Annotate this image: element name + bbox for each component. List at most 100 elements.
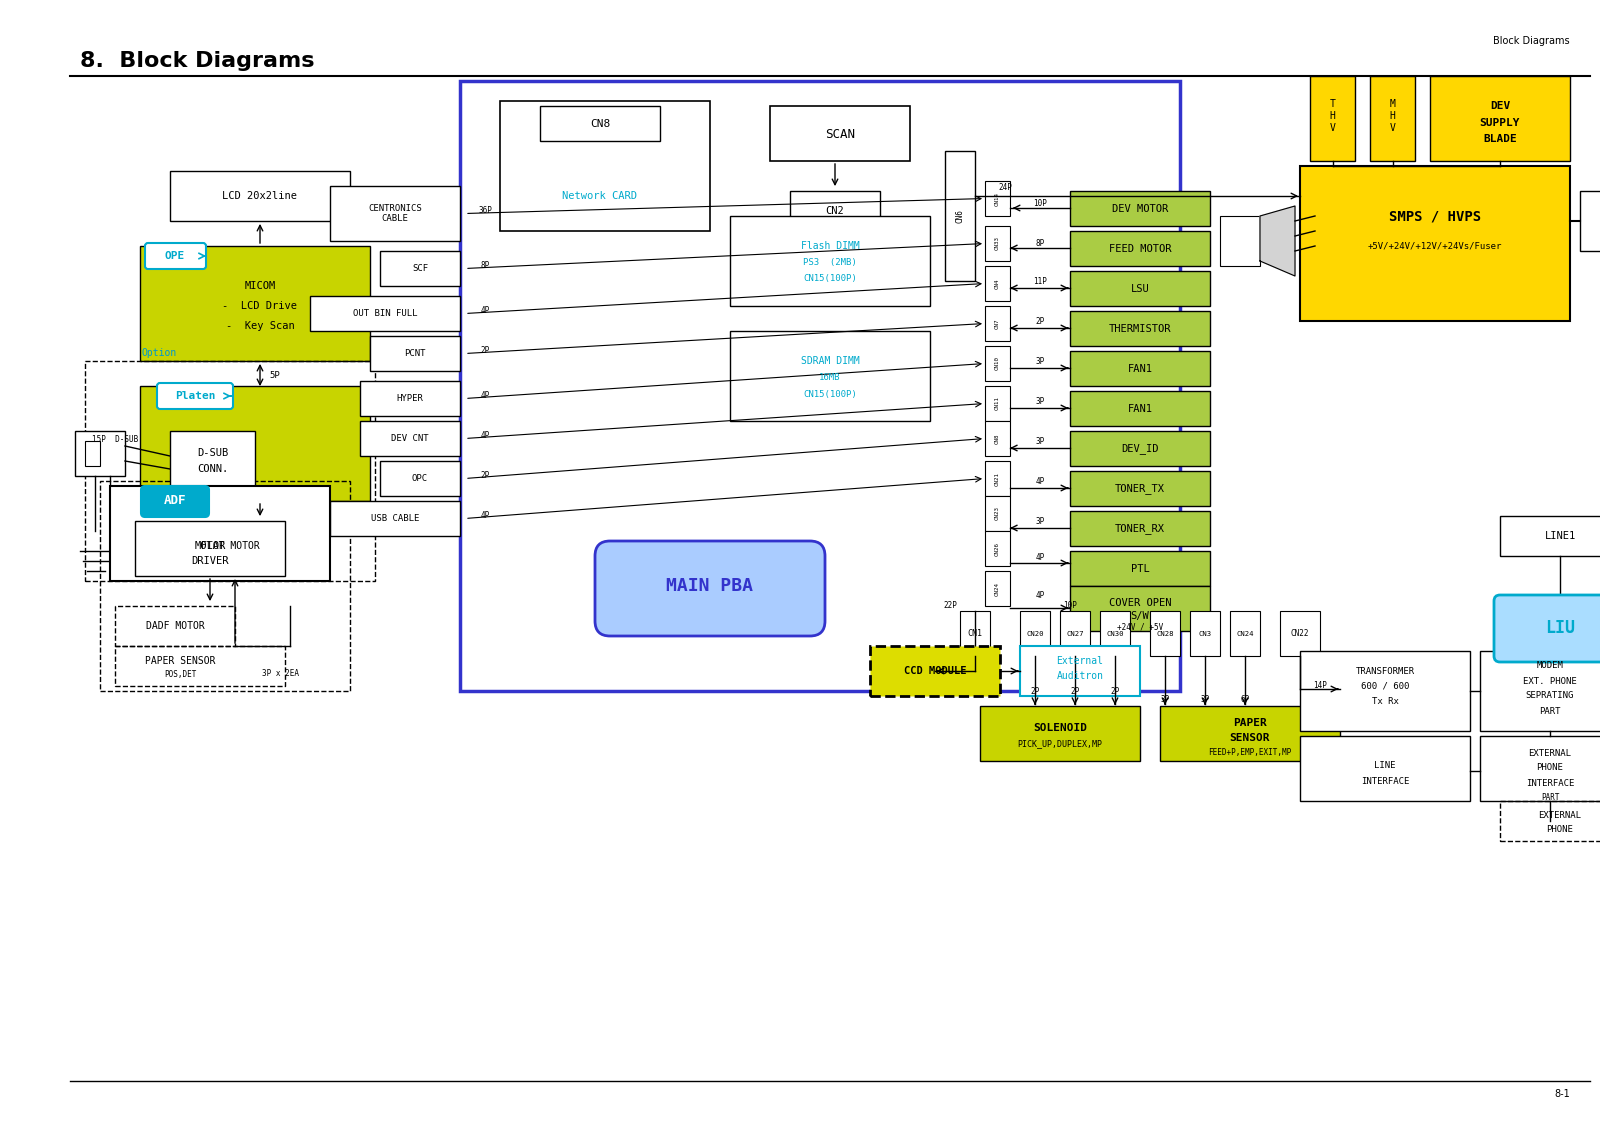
Text: 4P: 4P <box>1035 553 1045 562</box>
Text: TRANSFORMER: TRANSFORMER <box>1355 666 1414 675</box>
Text: CN33: CN33 <box>995 236 1000 250</box>
Bar <box>1059 611 1090 656</box>
Text: FLAT MOTOR: FLAT MOTOR <box>200 541 259 551</box>
Bar <box>160 521 301 571</box>
Text: 3P: 3P <box>1035 356 1045 365</box>
Text: EXTERNAL: EXTERNAL <box>1539 812 1581 820</box>
Text: SDRAM DIMM: SDRAM DIMM <box>800 356 859 366</box>
Bar <box>790 191 880 231</box>
Text: CONN.: CONN. <box>197 464 229 474</box>
Text: MAIN PBA: MAIN PBA <box>667 577 754 595</box>
Text: PTL: PTL <box>1131 563 1149 573</box>
Text: FAN1: FAN1 <box>1128 363 1152 373</box>
Text: CN20: CN20 <box>1026 630 1043 637</box>
Text: INTERFACE: INTERFACE <box>1526 778 1574 787</box>
Bar <box>115 646 285 687</box>
Bar <box>1370 76 1414 161</box>
Text: LINE1: LINE1 <box>1544 530 1576 541</box>
Text: T
H
V: T H V <box>1330 100 1336 132</box>
Text: D-SUB: D-SUB <box>197 448 229 458</box>
Bar <box>986 181 1010 216</box>
Text: USB CABLE: USB CABLE <box>371 513 419 523</box>
Text: 24P: 24P <box>998 183 1011 192</box>
Bar <box>1070 191 1210 226</box>
Bar <box>960 611 990 656</box>
Text: COVER OPEN: COVER OPEN <box>1109 598 1171 608</box>
Text: CN15(100P): CN15(100P) <box>803 389 858 398</box>
Text: HYPER: HYPER <box>397 394 424 403</box>
Text: 8.  Block Diagrams: 8. Block Diagrams <box>80 51 315 71</box>
Text: 10P: 10P <box>1034 199 1046 207</box>
Text: 15P  D-SUB: 15P D-SUB <box>91 434 138 443</box>
Text: DRIVER: DRIVER <box>192 556 229 566</box>
Bar <box>986 346 1010 381</box>
Text: OPE: OPE <box>165 251 186 261</box>
Bar <box>1070 231 1210 266</box>
Text: Flash DIMM: Flash DIMM <box>800 241 859 251</box>
Text: +24V / +5V: +24V / +5V <box>1117 622 1163 631</box>
Text: 6P: 6P <box>1240 694 1250 703</box>
Text: 5P: 5P <box>270 371 280 380</box>
Text: CN30: CN30 <box>1106 630 1123 637</box>
Bar <box>1070 311 1210 346</box>
Text: CN28: CN28 <box>1157 630 1174 637</box>
Bar <box>1070 470 1210 506</box>
Text: EXTERNAL: EXTERNAL <box>1528 749 1571 758</box>
Bar <box>141 247 370 361</box>
Bar <box>170 431 254 486</box>
Bar <box>461 81 1181 691</box>
Text: 16MB: 16MB <box>819 373 840 382</box>
Text: ADF: ADF <box>163 494 186 508</box>
Bar <box>1070 586 1210 631</box>
Text: 10P: 10P <box>1062 602 1077 611</box>
Text: 3P: 3P <box>1035 397 1045 406</box>
Bar <box>499 101 710 231</box>
Bar <box>370 336 461 371</box>
Bar <box>1230 611 1261 656</box>
Text: 2P: 2P <box>1030 687 1040 696</box>
Text: CCD MODULE: CCD MODULE <box>904 666 966 676</box>
Bar <box>979 706 1139 761</box>
Text: -  LCD Drive: - LCD Drive <box>222 301 298 311</box>
FancyBboxPatch shape <box>141 486 210 517</box>
Text: CN4: CN4 <box>995 278 1000 288</box>
Text: Platen: Platen <box>174 391 216 402</box>
Bar <box>134 521 285 576</box>
Text: External: External <box>1056 656 1104 666</box>
Text: DEV MOTOR: DEV MOTOR <box>1112 204 1168 214</box>
Text: CN10: CN10 <box>995 356 1000 371</box>
Bar <box>1070 271 1210 307</box>
Text: INTERFACE: INTERFACE <box>1362 777 1410 786</box>
Text: CN27: CN27 <box>1066 630 1083 637</box>
Bar <box>870 646 1000 696</box>
Text: PAPER: PAPER <box>1234 718 1267 728</box>
Text: PS3  (2MB): PS3 (2MB) <box>803 259 858 268</box>
Text: CN26: CN26 <box>995 542 1000 555</box>
Text: S/W: S/W <box>1131 611 1149 621</box>
FancyBboxPatch shape <box>157 383 234 409</box>
Bar <box>170 171 350 221</box>
Text: CN6: CN6 <box>955 209 965 223</box>
Bar <box>1070 551 1210 586</box>
Text: BLADE: BLADE <box>1483 133 1517 144</box>
Text: SEPRATING: SEPRATING <box>1526 691 1574 700</box>
Bar <box>770 106 910 161</box>
Bar <box>115 606 235 646</box>
Text: PAPER SENSOR: PAPER SENSOR <box>144 656 216 666</box>
Text: DEV_ID: DEV_ID <box>1122 443 1158 454</box>
Text: THERMISTOR: THERMISTOR <box>1109 323 1171 334</box>
Text: 2P: 2P <box>480 470 490 480</box>
Bar <box>1070 511 1210 546</box>
Text: 600 / 600: 600 / 600 <box>1362 682 1410 691</box>
Text: Auditron: Auditron <box>1056 671 1104 681</box>
Bar <box>99 481 350 691</box>
Text: LSU: LSU <box>1131 284 1149 294</box>
Text: SCF: SCF <box>411 264 429 273</box>
Text: 2P: 2P <box>1110 687 1120 696</box>
Text: 8P: 8P <box>480 261 490 270</box>
Bar <box>1160 706 1341 761</box>
Text: Tx Rx: Tx Rx <box>1371 697 1398 706</box>
Text: 22P: 22P <box>942 602 957 611</box>
Bar <box>1280 611 1320 656</box>
Text: CN24: CN24 <box>1237 630 1254 637</box>
